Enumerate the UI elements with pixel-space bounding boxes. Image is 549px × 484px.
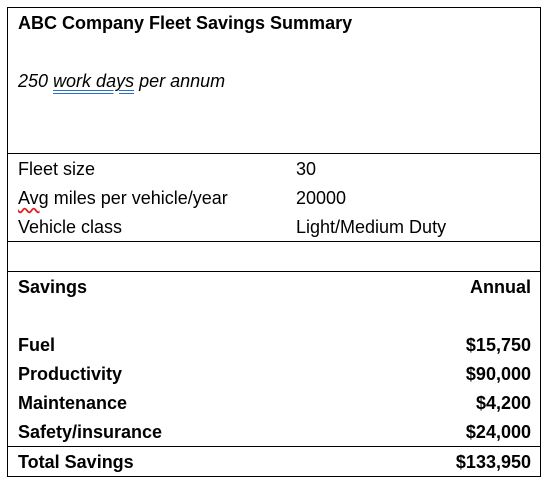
- savings-row-label: Fuel: [18, 335, 56, 355]
- savings-row-label: Maintenance: [18, 393, 128, 413]
- savings-header-period: Annual: [470, 277, 531, 297]
- spacer-section: [7, 241, 541, 272]
- total-savings-amount: $133,950: [455, 452, 531, 472]
- subtitle-suffix: per annum: [134, 71, 226, 91]
- fleet-size-value: 30: [296, 159, 317, 179]
- document-title: ABC Company Fleet Savings Summary: [18, 13, 353, 33]
- savings-header-label: Savings: [18, 277, 88, 297]
- savings-row-amount: $90,000: [465, 364, 531, 384]
- document-subtitle: 250 work days per annum: [18, 70, 225, 92]
- fleet-savings-document: ABC Company Fleet Savings Summary 250 wo…: [7, 7, 541, 477]
- total-divider: [7, 446, 541, 447]
- avg-flagged-word: Avg: [18, 188, 49, 208]
- subtitle-underlined-phrase: work days: [53, 71, 135, 91]
- savings-section: [7, 271, 541, 477]
- avg-miles-label-rest: miles per vehicle/year: [48, 188, 228, 208]
- vehicle-class-value: Light/Medium Duty: [296, 217, 447, 237]
- savings-row-label: Safety/insurance: [18, 422, 163, 442]
- subtitle-prefix: 250: [18, 71, 54, 91]
- savings-row-amount: $4,200: [475, 393, 531, 413]
- avg-miles-label: Avg miles per vehicle/year: [18, 187, 228, 209]
- total-savings-label: Total Savings: [18, 452, 134, 472]
- savings-row-amount: $24,000: [465, 422, 531, 442]
- fleet-size-label: Fleet size: [18, 159, 96, 179]
- vehicle-class-label: Vehicle class: [18, 217, 123, 237]
- savings-row-label: Productivity: [18, 364, 123, 384]
- savings-row-amount: $15,750: [465, 335, 531, 355]
- avg-miles-value: 20000: [296, 188, 347, 208]
